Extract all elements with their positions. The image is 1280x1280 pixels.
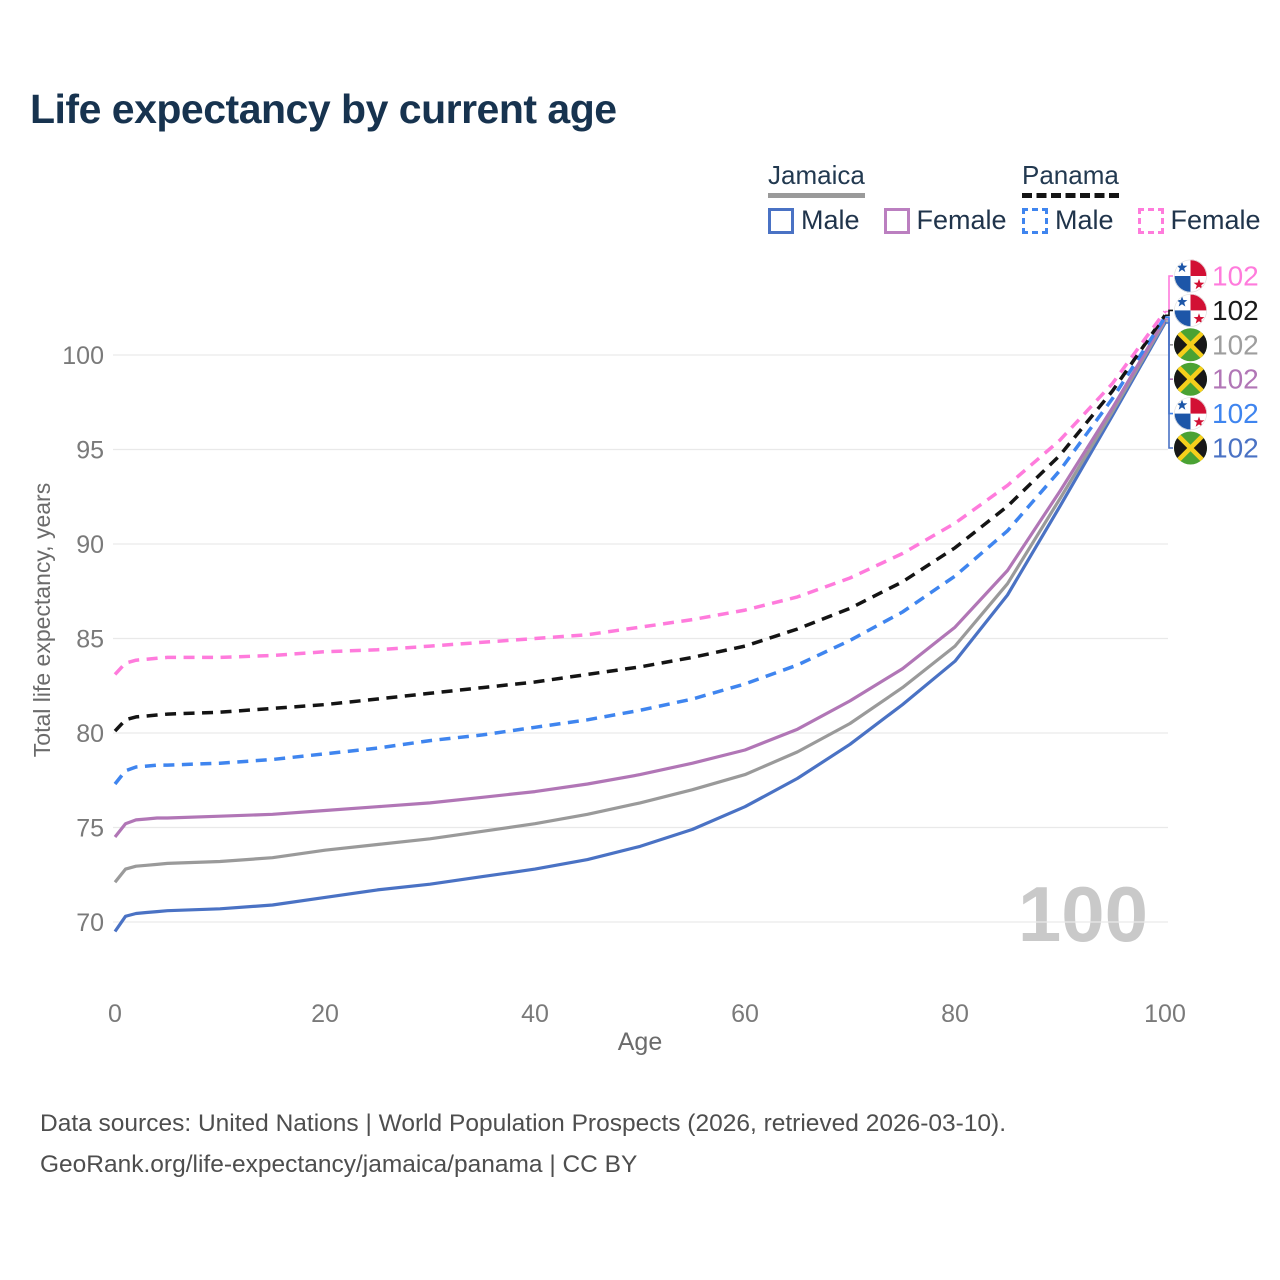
leader-line	[1165, 322, 1173, 449]
leader-line	[1165, 309, 1173, 317]
series-line-panama-male	[113, 316, 1167, 786]
series-line-jamaica	[113, 320, 1167, 884]
leader-line	[1165, 275, 1173, 313]
end-value-label: 102	[1212, 398, 1259, 429]
y-tick-label: 100	[62, 342, 104, 370]
legend-group-panama: Panama Male Female	[1022, 160, 1261, 236]
panama-female-swatch-icon	[1137, 207, 1164, 234]
x-axis-label: Age	[618, 1028, 662, 1056]
age-watermark: 100	[1018, 870, 1148, 958]
legend-item-jamaica-female[interactable]: Female	[883, 205, 1007, 236]
legend-group-jamaica: Jamaica Male Female	[768, 160, 1007, 236]
y-tick-label: 75	[76, 815, 104, 843]
leader-lines	[1165, 275, 1173, 449]
end-value-label: 102	[1212, 261, 1259, 292]
x-tick-label: 80	[941, 1000, 969, 1028]
jamaica-flag-icon	[1174, 431, 1207, 465]
panama-flag-icon	[1174, 293, 1207, 327]
jamaica-flag-icon	[1174, 362, 1207, 396]
x-tick-label: 0	[108, 1000, 122, 1028]
y-gridlines	[113, 354, 1168, 923]
end-value-label: 102	[1212, 433, 1259, 464]
legend-items-jamaica: Male Female	[768, 205, 1007, 236]
footer: Data sources: United Nations | World Pop…	[40, 1103, 1006, 1185]
page-title: Life expectancy by current age	[30, 86, 617, 132]
legend-item-panama-male[interactable]: Male	[1022, 205, 1114, 236]
legend-item-label: Female	[916, 205, 1007, 235]
legend-items-panama: Male Female	[1022, 205, 1261, 236]
legend-country-jamaica: Jamaica	[768, 160, 865, 198]
y-tick-label: 90	[76, 531, 104, 559]
y-tick-label: 95	[76, 437, 104, 465]
y-tick-label: 70	[76, 909, 104, 937]
x-tick-label: 100	[1144, 1000, 1186, 1028]
legend-item-panama-female[interactable]: Female	[1137, 205, 1261, 236]
y-tick-label: 85	[76, 626, 104, 654]
jamaica-female-swatch-icon	[883, 207, 910, 234]
end-flag-icons	[1174, 259, 1207, 465]
legend-item-label: Male	[1055, 205, 1114, 235]
panama-male-swatch-icon	[1022, 207, 1048, 234]
series-lines	[113, 310, 1167, 933]
legend-item-label: Female	[1170, 205, 1261, 235]
end-value-label: 102	[1212, 295, 1259, 326]
data-source-line: Data sources: United Nations | World Pop…	[40, 1110, 1007, 1137]
end-value-label: 102	[1212, 364, 1259, 395]
y-axis-label: Total life expectancy, years	[29, 483, 55, 757]
x-tick-label: 60	[731, 1000, 759, 1028]
legend-country-panama: Panama	[1022, 160, 1119, 198]
attribution-line: GeoRank.org/life-expectancy/jamaica/pana…	[40, 1151, 638, 1178]
series-line-jamaica-male	[113, 322, 1167, 933]
panama-flag-icon	[1174, 397, 1207, 431]
jamaica-male-swatch-icon	[768, 207, 794, 234]
series-line-jamaica-female	[113, 318, 1167, 838]
jamaica-flag-icon	[1174, 328, 1207, 362]
legend-item-jamaica-male[interactable]: Male	[768, 205, 860, 236]
x-tick-label: 20	[311, 1000, 339, 1028]
end-value-label: 102	[1212, 329, 1259, 360]
legend-item-label: Male	[801, 205, 860, 235]
series-line-panama	[113, 314, 1167, 733]
x-tick-label: 40	[521, 1000, 549, 1028]
x-tick-labels: 0 20 40 60 80 100	[108, 1000, 1186, 1028]
y-tick-labels: 70 75 80 85 90 95 100	[62, 342, 104, 937]
panama-flag-icon	[1174, 259, 1207, 293]
y-tick-label: 80	[76, 720, 104, 748]
series-line-panama-female	[113, 310, 1167, 676]
